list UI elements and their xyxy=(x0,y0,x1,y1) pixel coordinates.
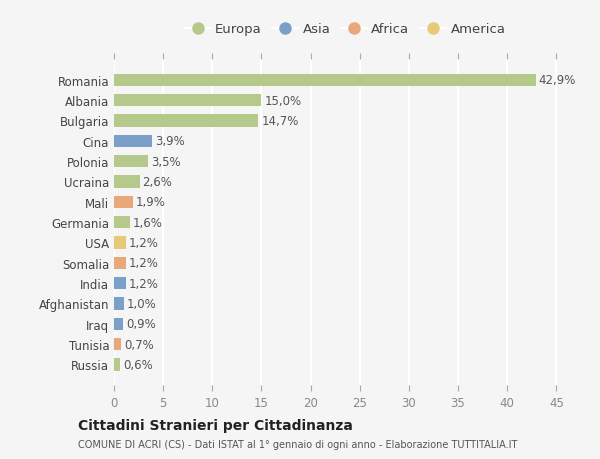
Text: 1,6%: 1,6% xyxy=(133,216,163,229)
Text: 1,2%: 1,2% xyxy=(129,257,158,270)
Bar xyxy=(114,358,120,371)
Text: 14,7%: 14,7% xyxy=(262,115,299,128)
Bar xyxy=(114,115,259,127)
Text: 42,9%: 42,9% xyxy=(539,74,576,87)
Text: 1,9%: 1,9% xyxy=(136,196,166,209)
Bar xyxy=(114,217,130,229)
Text: 0,6%: 0,6% xyxy=(123,358,152,371)
Bar xyxy=(114,176,140,188)
Bar xyxy=(114,74,536,87)
Bar xyxy=(114,298,124,310)
Bar xyxy=(114,135,152,147)
Text: 1,2%: 1,2% xyxy=(129,236,158,249)
Text: 1,2%: 1,2% xyxy=(129,277,158,290)
Text: 0,7%: 0,7% xyxy=(124,338,154,351)
Bar xyxy=(114,196,133,208)
Text: 15,0%: 15,0% xyxy=(265,95,302,107)
Legend: Europa, Asia, Africa, America: Europa, Asia, Africa, America xyxy=(182,21,508,39)
Bar xyxy=(114,257,126,269)
Text: 1,0%: 1,0% xyxy=(127,297,157,310)
Text: Cittadini Stranieri per Cittadinanza: Cittadini Stranieri per Cittadinanza xyxy=(78,418,353,432)
Text: COMUNE DI ACRI (CS) - Dati ISTAT al 1° gennaio di ogni anno - Elaborazione TUTTI: COMUNE DI ACRI (CS) - Dati ISTAT al 1° g… xyxy=(78,440,517,449)
Text: 0,9%: 0,9% xyxy=(126,318,155,330)
Bar xyxy=(114,277,126,290)
Text: 3,5%: 3,5% xyxy=(151,155,181,168)
Bar xyxy=(114,237,126,249)
Bar xyxy=(114,156,148,168)
Bar xyxy=(114,318,123,330)
Text: 3,9%: 3,9% xyxy=(155,135,185,148)
Bar xyxy=(114,95,262,107)
Text: 2,6%: 2,6% xyxy=(143,175,172,189)
Bar xyxy=(114,338,121,351)
